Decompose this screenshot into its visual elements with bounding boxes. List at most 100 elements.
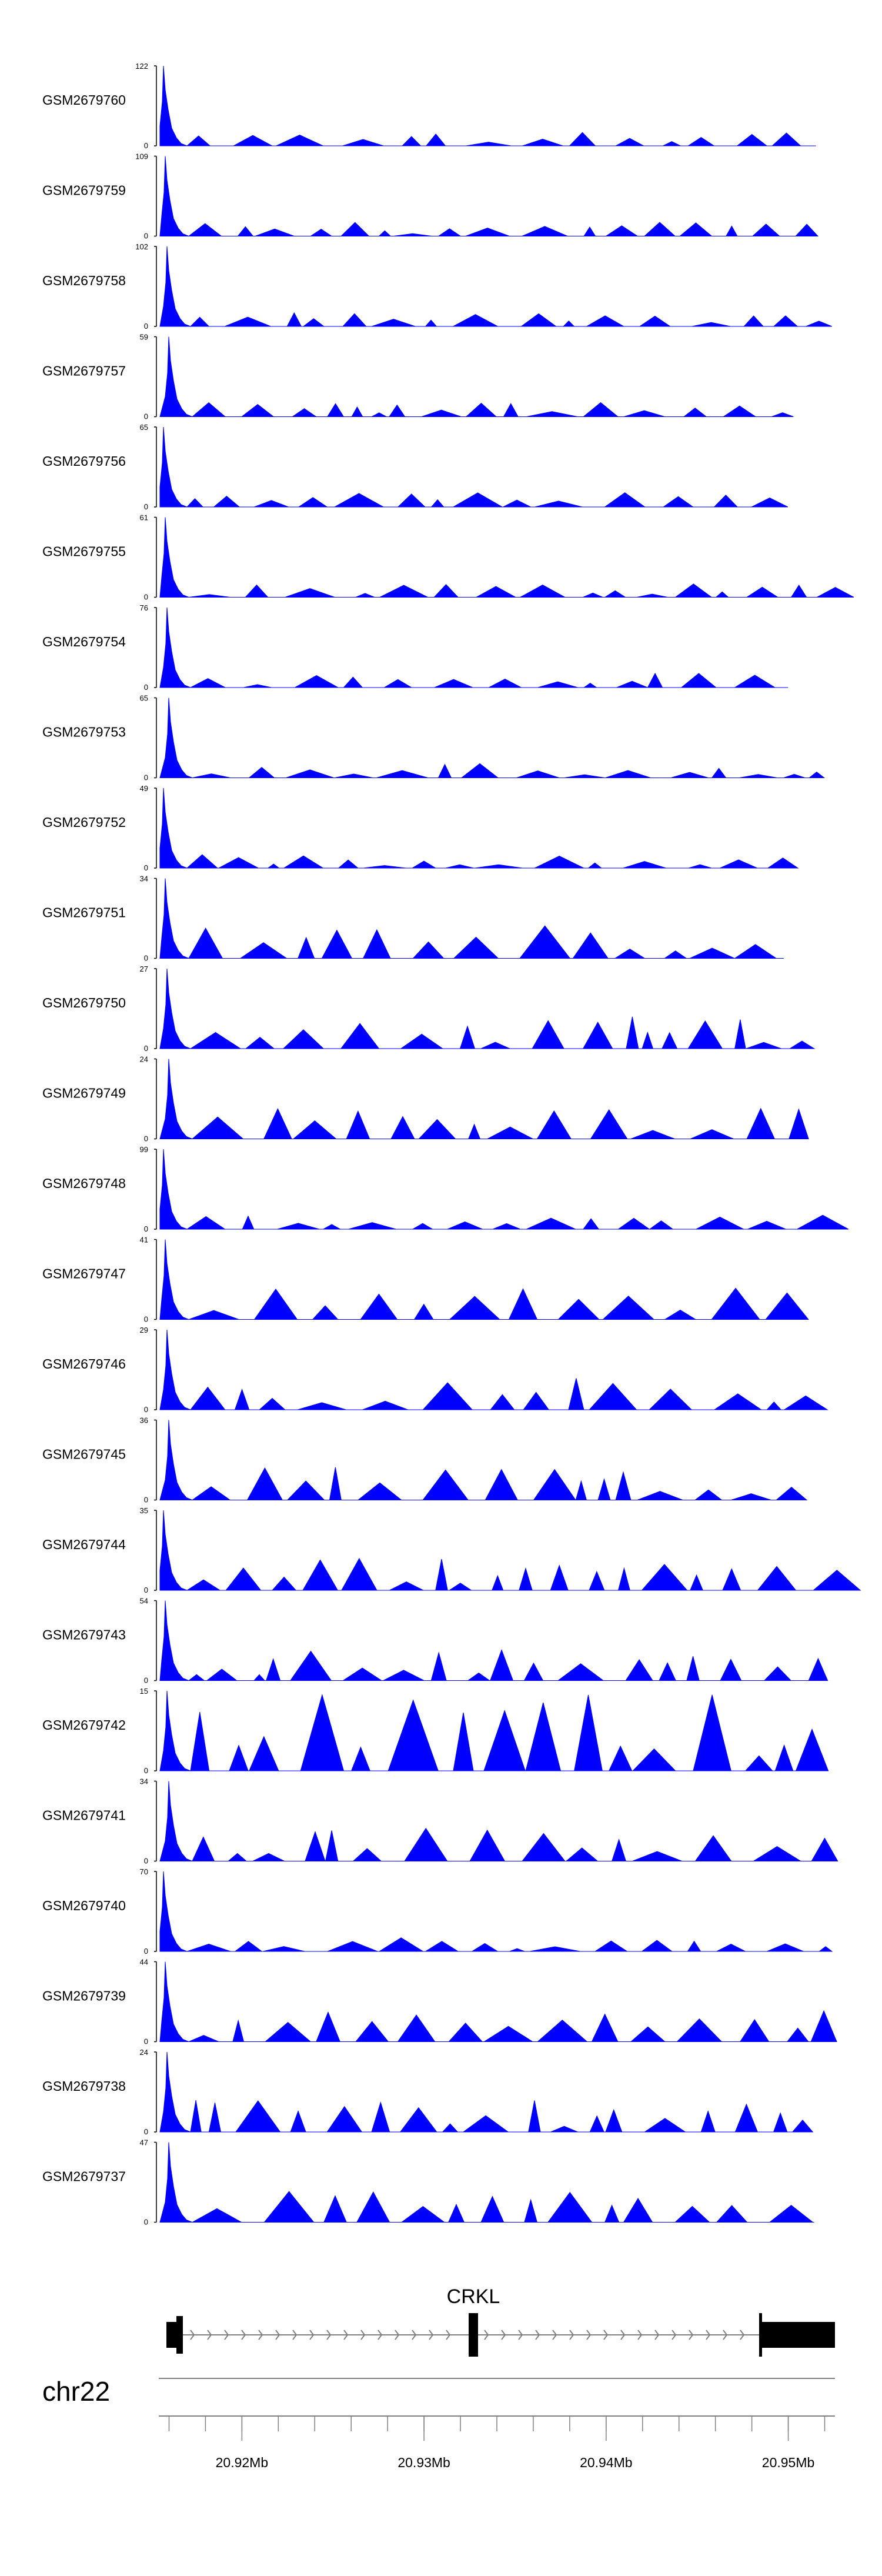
track-max-label: 49	[140, 784, 148, 793]
track-label: GSM2679747	[42, 1266, 126, 1282]
coverage-area	[159, 968, 816, 1049]
track-min-label: 0	[144, 412, 148, 421]
strand-arrow	[501, 2330, 506, 2340]
track-label: GSM2679755	[42, 544, 126, 559]
track-GSM2679746: GSM2679746 29 0	[42, 1326, 828, 1414]
track-GSM2679744: GSM2679744 35 0	[42, 1506, 861, 1594]
track-max-label: 61	[140, 513, 148, 522]
track-min-label: 0	[144, 1044, 148, 1053]
strand-arrow	[377, 2330, 383, 2340]
track-GSM2679737: GSM2679737 47 0	[42, 2138, 814, 2227]
strand-arrow	[446, 2330, 451, 2340]
track-min-label: 0	[144, 2127, 148, 2136]
track-max-label: 35	[140, 1506, 148, 1515]
coverage-area	[159, 156, 819, 237]
track-max-label: 70	[140, 1867, 148, 1876]
axis-tick-label: 20.94Mb	[580, 2455, 633, 2470]
axis-tick-label: 20.95Mb	[762, 2455, 815, 2470]
strand-arrow	[484, 2330, 489, 2340]
strand-arrow	[689, 2330, 694, 2340]
strand-arrow	[518, 2330, 523, 2340]
track-label: GSM2679744	[42, 1537, 126, 1552]
coverage-area	[159, 246, 832, 327]
track-GSM2679748: GSM2679748 99 0	[42, 1145, 849, 1233]
track-min-label: 0	[144, 683, 148, 692]
strand-arrow	[360, 2330, 366, 2340]
track-GSM2679747: GSM2679747 41 0	[42, 1236, 809, 1324]
track-GSM2679738: GSM2679738 24 0	[42, 2048, 814, 2136]
track-GSM2679756: GSM2679756 65 0	[42, 423, 789, 511]
track-GSM2679745: GSM2679745 36 0	[42, 1416, 808, 1504]
track-GSM2679759: GSM2679759 109 0	[42, 152, 819, 241]
strand-arrow	[190, 2330, 195, 2340]
track-min-label: 0	[144, 1947, 148, 1956]
track-min-label: 0	[144, 1857, 148, 1866]
strand-arrow	[603, 2330, 609, 2340]
gene-annotation-track: CRKL	[166, 2285, 835, 2357]
track-max-label: 44	[140, 1958, 148, 1967]
track-label: GSM2679759	[42, 183, 126, 198]
coverage-tracks: GSM2679760 122 0 GSM2679759 109 0 GSM2679758 10…	[42, 62, 861, 2227]
chromosome-ideogram: chr22	[42, 2376, 835, 2407]
track-min-label: 0	[144, 2218, 148, 2227]
coverage-area	[159, 1510, 861, 1591]
track-GSM2679754: GSM2679754 76 0	[42, 603, 789, 692]
coverage-area	[159, 1690, 829, 1771]
track-max-label: 24	[140, 1055, 148, 1064]
track-max-label: 34	[140, 1777, 148, 1786]
coverage-area	[159, 878, 784, 959]
track-min-label: 0	[144, 322, 148, 331]
track-min-label: 0	[144, 1496, 148, 1504]
track-label: GSM2679740	[42, 1898, 126, 1913]
track-max-label: 59	[140, 333, 148, 342]
coverage-area	[159, 65, 816, 146]
track-GSM2679743: GSM2679743 54 0	[42, 1597, 828, 1685]
coverage-area	[159, 426, 789, 508]
gene-exon-3	[759, 2313, 762, 2357]
track-label: GSM2679757	[42, 363, 126, 379]
coverage-area	[159, 607, 789, 688]
track-GSM2679755: GSM2679755 61 0	[42, 513, 854, 602]
strand-arrow	[535, 2330, 540, 2340]
track-GSM2679740: GSM2679740 70 0	[42, 1867, 833, 1956]
strand-arrow	[412, 2330, 417, 2340]
track-max-label: 102	[135, 242, 148, 251]
track-label: GSM2679743	[42, 1627, 126, 1643]
coverage-area	[159, 1059, 809, 1140]
track-min-label: 0	[144, 773, 148, 782]
strand-arrow	[326, 2330, 332, 2340]
strand-arrow	[309, 2330, 315, 2340]
track-label: GSM2679746	[42, 1356, 126, 1372]
coverage-area	[159, 1961, 837, 2043]
chromosome-label: chr22	[42, 2376, 110, 2407]
strand-arrow	[586, 2330, 592, 2340]
track-max-label: 29	[140, 1326, 148, 1334]
strand-arrow	[224, 2330, 229, 2340]
coverage-area	[159, 1329, 828, 1410]
strand-arrow	[343, 2330, 349, 2340]
axis-ticks: 20.92Mb 20.93Mb 20.94Mb 20.95Mb	[168, 2416, 826, 2470]
track-label: GSM2679754	[42, 634, 126, 649]
track-max-label: 65	[140, 694, 148, 703]
coverage-area	[159, 698, 826, 779]
strand-arrow	[292, 2330, 298, 2340]
track-max-label: 109	[135, 152, 148, 161]
track-label: GSM2679742	[42, 1717, 126, 1733]
track-label: GSM2679748	[42, 1176, 126, 1191]
strand-arrow	[395, 2330, 400, 2340]
track-label: GSM2679739	[42, 1988, 126, 2004]
coverage-area	[159, 1149, 849, 1230]
gene-exon-1-utr	[176, 2316, 183, 2354]
strand-arrow	[258, 2330, 263, 2340]
axis-tick-label: 20.93Mb	[397, 2455, 450, 2470]
coverage-area	[159, 336, 794, 418]
track-GSM2679753: GSM2679753 65 0	[42, 694, 826, 782]
track-label: GSM2679758	[42, 273, 126, 288]
strand-arrow	[620, 2330, 626, 2340]
track-max-label: 47	[140, 2138, 148, 2147]
strand-arrow	[275, 2330, 280, 2340]
genomic-coordinate-axis: 20.92Mb 20.93Mb 20.94Mb 20.95Mb	[159, 2415, 835, 2470]
gene-label: CRKL	[447, 2285, 500, 2308]
track-max-label: 15	[140, 1687, 148, 1696]
